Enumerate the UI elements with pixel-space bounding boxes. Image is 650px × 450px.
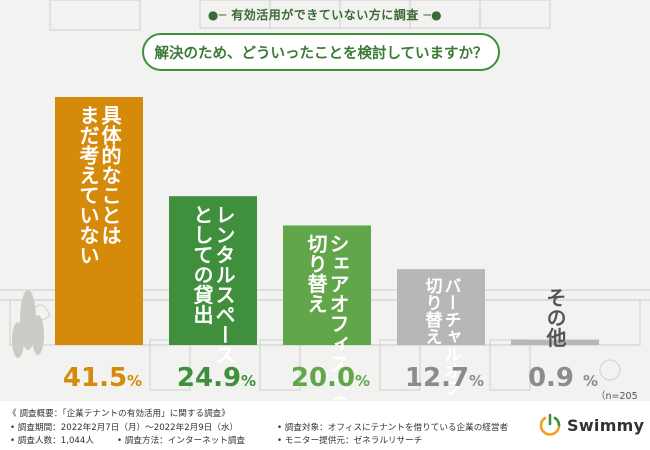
unit-label-5: % — [583, 372, 598, 390]
category-label-1-line-1: 具体的なことは — [98, 105, 122, 245]
category-label-4-line-1: バーチャルオフィスへの — [441, 277, 462, 400]
bar-5 — [511, 339, 599, 345]
unit-label-4: % — [469, 372, 484, 390]
bar-2 — [169, 196, 257, 345]
survey-overview: 《 調査概要：「企業テナントの有効活用」に関する調査》 — [8, 409, 230, 419]
survey-period: • 調査期間：2022年2月7日（月）〜2022年2月9日（水） — [10, 423, 239, 433]
unit-label-3: % — [355, 372, 370, 390]
survey-target: • 調査対象：オフィスにテナントを借りている企業の経営者 — [277, 423, 509, 433]
unit-label-1: % — [127, 372, 142, 390]
unit-label-2: % — [241, 372, 256, 390]
value-label-4: 12.7 — [405, 363, 469, 393]
survey-tag: ●─ 有効活用ができていない方に調査 ─● — [0, 6, 650, 23]
category-label-4-line-2: 切り替え — [422, 277, 443, 345]
survey-monitor: • モニター提供元：ゼネラルリサーチ — [277, 436, 423, 446]
power-icon — [539, 413, 561, 436]
category-label-3-line-1: シェアオフィスへの — [326, 233, 350, 400]
survey-tag-text: 有効活用ができていない方に調査 — [231, 8, 419, 22]
category-label-1-line-2: まだ考えていない — [76, 105, 100, 265]
tag-right-decoration: ─● — [423, 8, 443, 22]
value-label-1: 41.5 — [63, 363, 127, 393]
bar-3 — [283, 225, 371, 345]
bar-1 — [55, 97, 143, 345]
category-label-5-line-1: その他 — [543, 288, 567, 348]
bar-4 — [397, 269, 485, 345]
category-label-2-line-1: レンタルスペース — [212, 204, 236, 364]
question-title: 解決のため、どういったことを検討していますか？ — [142, 33, 500, 71]
survey-count: • 調査人数：1,044人 — [10, 436, 94, 446]
value-label-3: 20.0 — [291, 363, 355, 393]
value-label-2: 24.9 — [177, 363, 241, 393]
category-label-3-line-2: 切り替え — [304, 233, 328, 313]
value-label-5: 0.9 — [528, 363, 574, 393]
category-label-2-line-2: としての貸出 — [190, 204, 214, 325]
brand-name: Swimmy — [567, 415, 645, 435]
survey-method: • 調査方法：インターネット調査 — [117, 436, 246, 446]
tag-left-decoration: ●─ — [207, 8, 232, 22]
footer: 《 調査概要：「企業テナントの有効活用」に関する調査》 • 調査期間：2022年… — [0, 401, 650, 450]
swimmy-logo: Swimmy — [538, 413, 644, 437]
